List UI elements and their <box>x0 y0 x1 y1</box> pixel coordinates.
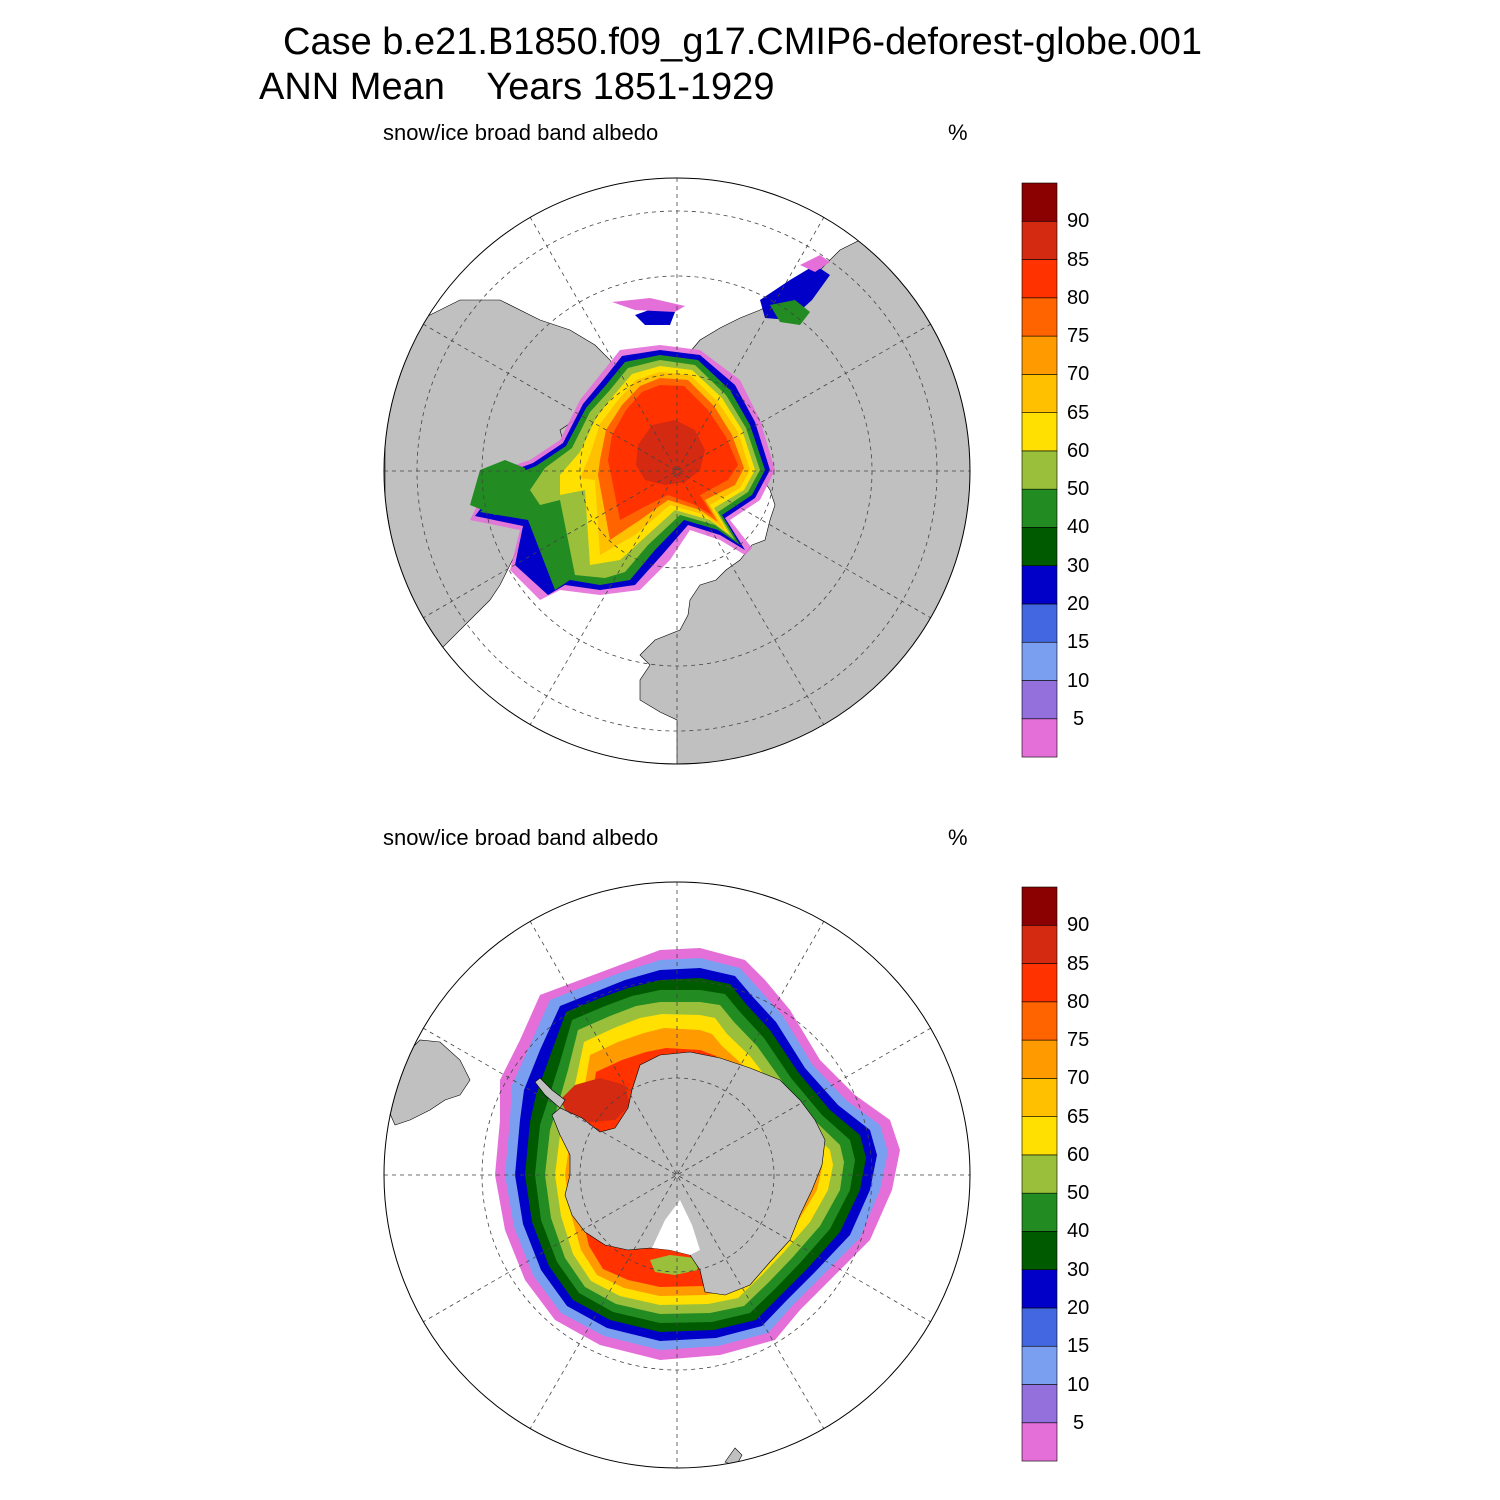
colorbar-south-tick-label: 50 <box>1067 1182 1090 1205</box>
colorbar-north-tick-label: 75 <box>1067 325 1090 348</box>
colorbar-north-tick-label: 30 <box>1067 554 1090 577</box>
colorbar-south-swatch <box>1021 1269 1058 1309</box>
colorbar-south-swatch <box>1021 1384 1058 1424</box>
ice-weddell-max <box>560 1078 630 1122</box>
colorbar-south-swatch <box>1021 1231 1058 1271</box>
map-north-gridlines <box>384 178 970 764</box>
colorbar-south-tick-label: 30 <box>1067 1258 1090 1281</box>
colorbar-south-swatch <box>1021 1422 1058 1462</box>
colorbar-south-swatch <box>1021 924 1058 964</box>
ice-okhotsk-edge <box>800 255 830 272</box>
colorbar-north-swatch <box>1021 565 1058 605</box>
colorbar-south <box>1021 886 1058 1462</box>
panel-north-variable: snow/ice broad band albedo <box>383 120 659 145</box>
ice-bering-edge <box>612 298 685 312</box>
ice-bering <box>635 308 675 325</box>
ice-north-band-9 <box>636 420 705 485</box>
panel-south-variable: snow/ice broad band albedo <box>383 825 659 850</box>
colorbar-south-tick-label: 60 <box>1067 1143 1090 1166</box>
colorbar-south-swatch <box>1021 1192 1058 1232</box>
map-north-border <box>383 177 971 765</box>
ice-ross-sea-green <box>650 1255 698 1275</box>
colorbar-south-tick-label: 70 <box>1067 1067 1090 1090</box>
colorbar-south-swatch <box>1021 1154 1058 1194</box>
panel-south-units: % <box>948 825 968 850</box>
map-south-gridlines <box>384 882 970 1468</box>
colorbar-north-swatch <box>1021 527 1058 566</box>
colorbar-south-swatch <box>1021 1001 1058 1041</box>
colorbar-south-swatch <box>1021 1078 1058 1117</box>
colorbar-south-swatch <box>1021 1116 1058 1156</box>
colorbar-north-tick-label: 70 <box>1067 363 1090 386</box>
mean-label: ANN Mean <box>259 66 445 108</box>
ross-ice-shelf <box>652 1200 700 1255</box>
colorbar-north-swatch <box>1021 718 1058 758</box>
grid-lon-south-60 <box>422 1027 932 1323</box>
colorbar-north <box>1021 182 1058 758</box>
colorbar-north-swatch <box>1021 412 1058 452</box>
grid-lon-south-120 <box>422 1027 932 1323</box>
colorbar-north-swatch <box>1021 182 1058 222</box>
colorbar-north-tick-label: 20 <box>1067 592 1090 615</box>
panel-north-units: % <box>948 120 968 145</box>
colorbar-north-tick-label: 60 <box>1067 439 1090 462</box>
colorbar-north-tick-label: 40 <box>1067 516 1090 539</box>
colorbar-south-swatch <box>1021 1307 1058 1347</box>
colorbar-north-tick-label: 5 <box>1073 707 1085 730</box>
colorbar-north-tick-label: 90 <box>1067 210 1090 233</box>
colorbar-north-swatch <box>1021 641 1058 681</box>
colorbar-north-tick-label: 10 <box>1067 669 1090 692</box>
ice-okhotsk-green <box>770 300 810 325</box>
grid-lon-north-120 <box>422 323 932 619</box>
colorbar-north-swatch <box>1021 680 1058 720</box>
map-north-polar <box>383 177 971 765</box>
sea-ice-north <box>470 255 830 600</box>
grid-lon-south-150 <box>529 920 825 1430</box>
colorbar-south-tick-label: 40 <box>1067 1220 1090 1243</box>
colorbar-north-tick-label: 65 <box>1067 401 1090 424</box>
colorbar-south-tick-label: 85 <box>1067 952 1090 975</box>
grid-lon-north-60 <box>422 323 932 619</box>
grid-lon-north-150 <box>529 216 825 726</box>
colorbar-north-swatch <box>1021 374 1058 413</box>
colorbar-north-swatch <box>1021 259 1058 299</box>
colorbar-south-tick-label: 20 <box>1067 1296 1090 1319</box>
colorbar-north-swatch <box>1021 220 1058 260</box>
colorbar-north-swatch <box>1021 335 1058 375</box>
colorbar-south-tick-label: 10 <box>1067 1373 1090 1396</box>
colorbar-north-tick-label: 50 <box>1067 478 1090 501</box>
colorbar-south-tick-label: 15 <box>1067 1335 1090 1358</box>
colorbar-south-swatch <box>1021 963 1058 1003</box>
colorbar-north-tick-label: 85 <box>1067 248 1090 271</box>
colorbar-north-tick-label: 15 <box>1067 631 1090 654</box>
mean-title: ANN Mean Years 1851-1929 <box>259 68 774 106</box>
land-antarctic-peninsula <box>534 1077 566 1109</box>
colorbar-north-swatch <box>1021 488 1058 528</box>
colorbar-south-tick-label: 65 <box>1067 1105 1090 1128</box>
colorbar-north-swatch <box>1021 603 1058 643</box>
colorbar-north-swatch <box>1021 450 1058 490</box>
colorbar-south-tick-label: 80 <box>1067 990 1090 1013</box>
grid-lon-north-30 <box>529 216 825 726</box>
colorbar-south-swatch <box>1021 1345 1058 1385</box>
colorbar-south-tick-label: 90 <box>1067 914 1090 937</box>
colorbar-north-tick-label: 80 <box>1067 286 1090 309</box>
colorbar-south-tick-label: 75 <box>1067 1029 1090 1052</box>
grid-lon-south-30 <box>529 920 825 1430</box>
map-south-border <box>383 881 971 1469</box>
map-south-polar <box>383 881 971 1469</box>
colorbar-south-tick-label: 5 <box>1073 1411 1085 1434</box>
colorbar-south-swatch <box>1021 886 1058 926</box>
colorbar-south-swatch <box>1021 1039 1058 1079</box>
colorbar-north-swatch <box>1021 297 1058 337</box>
years-label: Years 1851-1929 <box>486 66 775 108</box>
case-title: Case b.e21.B1850.f09_g17.CMIP6-deforest-… <box>283 21 1202 63</box>
ice-hudson-bay <box>470 460 530 515</box>
